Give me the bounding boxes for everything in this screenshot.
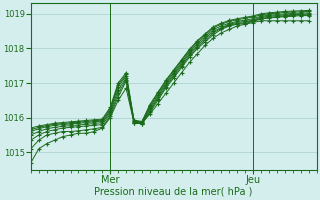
- X-axis label: Pression niveau de la mer( hPa ): Pression niveau de la mer( hPa ): [94, 187, 253, 197]
